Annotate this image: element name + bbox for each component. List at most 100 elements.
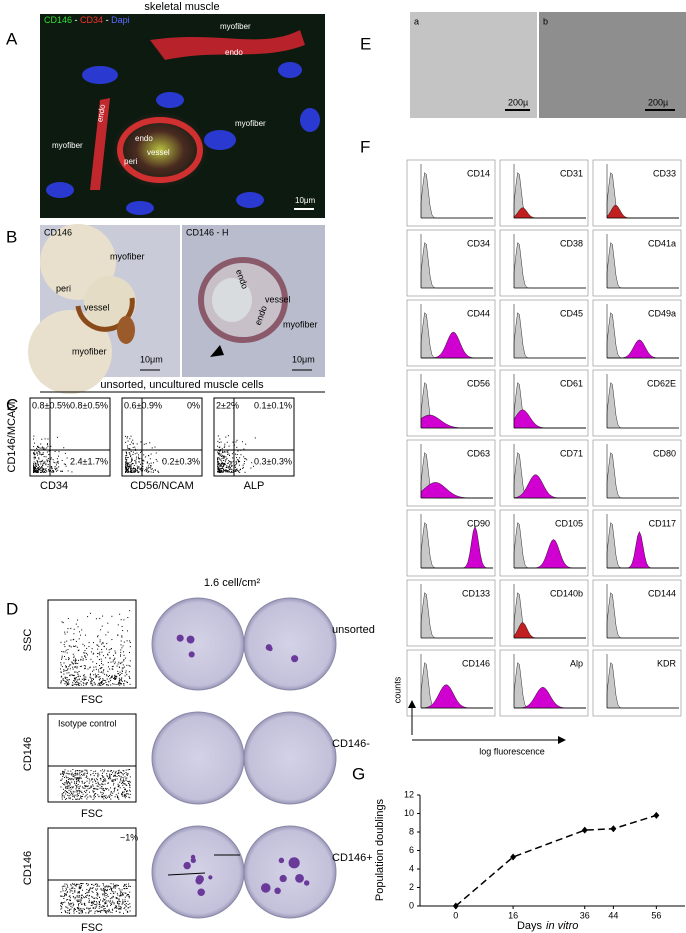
dot [71,906,73,908]
dot [136,465,138,467]
scale-bar-label: 200µ [648,97,668,107]
dot [78,779,80,781]
stain: CD34 [80,15,103,25]
dot [62,776,64,778]
dot [34,468,36,470]
dot [97,911,99,913]
dot [82,770,84,772]
dot [220,453,222,455]
dot [65,785,67,787]
dot [69,778,71,780]
dot [118,682,120,684]
dot [76,883,78,885]
dot [91,904,93,906]
dot [107,889,109,891]
colony [208,875,213,880]
dot [108,778,110,780]
dot [103,908,105,910]
dot [129,456,131,458]
dot [244,458,246,460]
dot [82,659,84,661]
dot [87,777,89,779]
dot [64,646,66,648]
dot [70,790,72,792]
dot [220,471,222,473]
dot [133,467,135,469]
dot [122,770,124,772]
dot [81,909,83,911]
dot [38,458,40,460]
dot [41,446,43,448]
dot [126,459,128,461]
dot [88,899,90,901]
dot [221,461,223,463]
dot [76,899,78,901]
dot [96,644,98,646]
dot [105,895,107,897]
dot [108,900,110,902]
scale-bar-label: 10μm [140,354,163,364]
dot [97,652,99,654]
dot [67,886,69,888]
dot [61,655,63,657]
dot [85,792,87,794]
dot [74,884,76,886]
dot [129,640,131,642]
dot [77,682,79,684]
dot [126,681,128,683]
dot [41,467,43,469]
dot [91,684,93,686]
dot [78,675,80,677]
dot [112,779,114,781]
dot [60,680,62,682]
dot [128,895,130,897]
colony [188,651,195,658]
dot [79,666,81,668]
marker-label: CD49a [648,308,676,318]
dot [61,903,63,905]
dot [75,883,77,885]
dot [224,443,226,445]
dot [127,471,129,473]
dot [158,471,160,473]
dot [120,779,122,781]
dot [104,888,106,890]
dot [63,662,65,664]
dot [142,465,144,467]
dot [126,467,128,469]
dot [91,883,93,885]
quadrant-label: 0.2±0.3% [162,456,200,466]
dot [138,458,140,460]
dot [39,468,41,470]
dot [67,786,69,788]
dot [217,461,219,463]
dot [107,662,109,664]
dot [102,670,104,672]
dot [125,883,127,885]
dot [157,470,159,472]
dot [131,460,133,462]
dot [93,652,95,654]
dot [98,684,100,686]
dot [129,443,131,445]
dot [62,771,64,773]
dot [69,891,71,893]
dot [79,909,81,911]
dot [127,456,129,458]
dot [124,794,126,796]
dot [121,894,123,896]
dot [61,666,63,668]
dot [130,469,132,471]
dot [116,897,118,899]
y-tick-label: 6 [409,845,414,855]
dot [70,627,72,629]
dot [223,451,225,453]
dot [65,793,67,795]
dot [82,793,84,795]
annotation: 1.6 cell/cm² [204,577,261,589]
dot [101,667,103,669]
dot [70,889,72,891]
dot [218,469,220,471]
scale-bar-label: 10μm [295,196,316,205]
dot [56,467,58,469]
